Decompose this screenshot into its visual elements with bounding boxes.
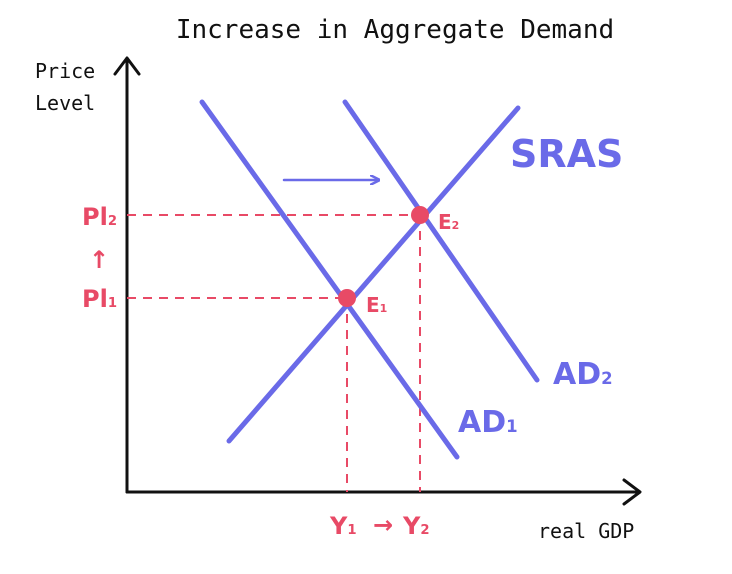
price-level-p2-label: Pl2 [82,203,117,231]
equilibrium-e2-label: E2 [438,210,459,234]
price-level-p1-label: Pl1 [82,285,117,313]
diagram-title: Increase in Aggregate Demand [176,15,614,45]
output-y2-label: Y2 [402,512,430,540]
ad2-label: AD2 [553,357,613,392]
sras-label: SRAS [510,132,623,176]
sras-curve [226,105,521,444]
ad2-curve [342,99,540,383]
output-shift-arrow: → [373,511,393,539]
x-axis-label: real GDP [538,519,634,543]
equilibrium-e1-label: E1 [366,293,387,317]
output-y1-label: Y1 [329,512,357,540]
equilibrium-e2-point [411,206,429,224]
y-axis-label-line1: Price [35,59,95,83]
x-axis-arrowhead [622,478,642,506]
y-axis-label-line2: Level [35,91,95,115]
price-level-shift-arrow: ↑ [89,246,109,274]
ad1-label: AD1 [458,405,518,440]
equilibrium-e1-point [338,289,356,307]
ad1-curve [199,99,460,460]
y-axis-arrowhead [113,56,141,76]
